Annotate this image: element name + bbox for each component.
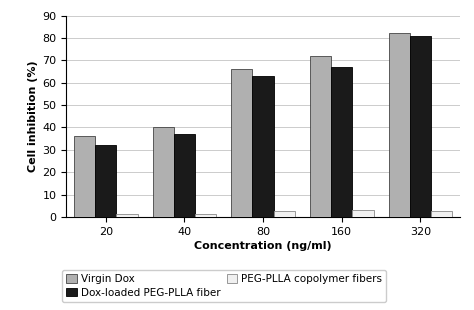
Bar [195,214,216,217]
Bar [273,211,295,217]
Bar [410,36,431,217]
Bar [153,127,174,217]
Y-axis label: Cell inhibition (%): Cell inhibition (%) [28,60,38,172]
Bar [174,134,195,217]
Bar [352,210,374,217]
Bar [95,145,116,217]
Bar [389,33,410,217]
Bar [310,56,331,217]
Bar [116,214,137,217]
Bar [331,67,352,217]
Legend: Virgin Dox, Dox-loaded PEG-PLLA fiber, PEG-PLLA copolymer fibers: Virgin Dox, Dox-loaded PEG-PLLA fiber, P… [62,270,386,302]
Bar [431,211,452,217]
Bar [74,136,95,217]
Bar [253,76,273,217]
Bar [231,69,253,217]
X-axis label: Concentration (ng/ml): Concentration (ng/ml) [194,241,332,251]
